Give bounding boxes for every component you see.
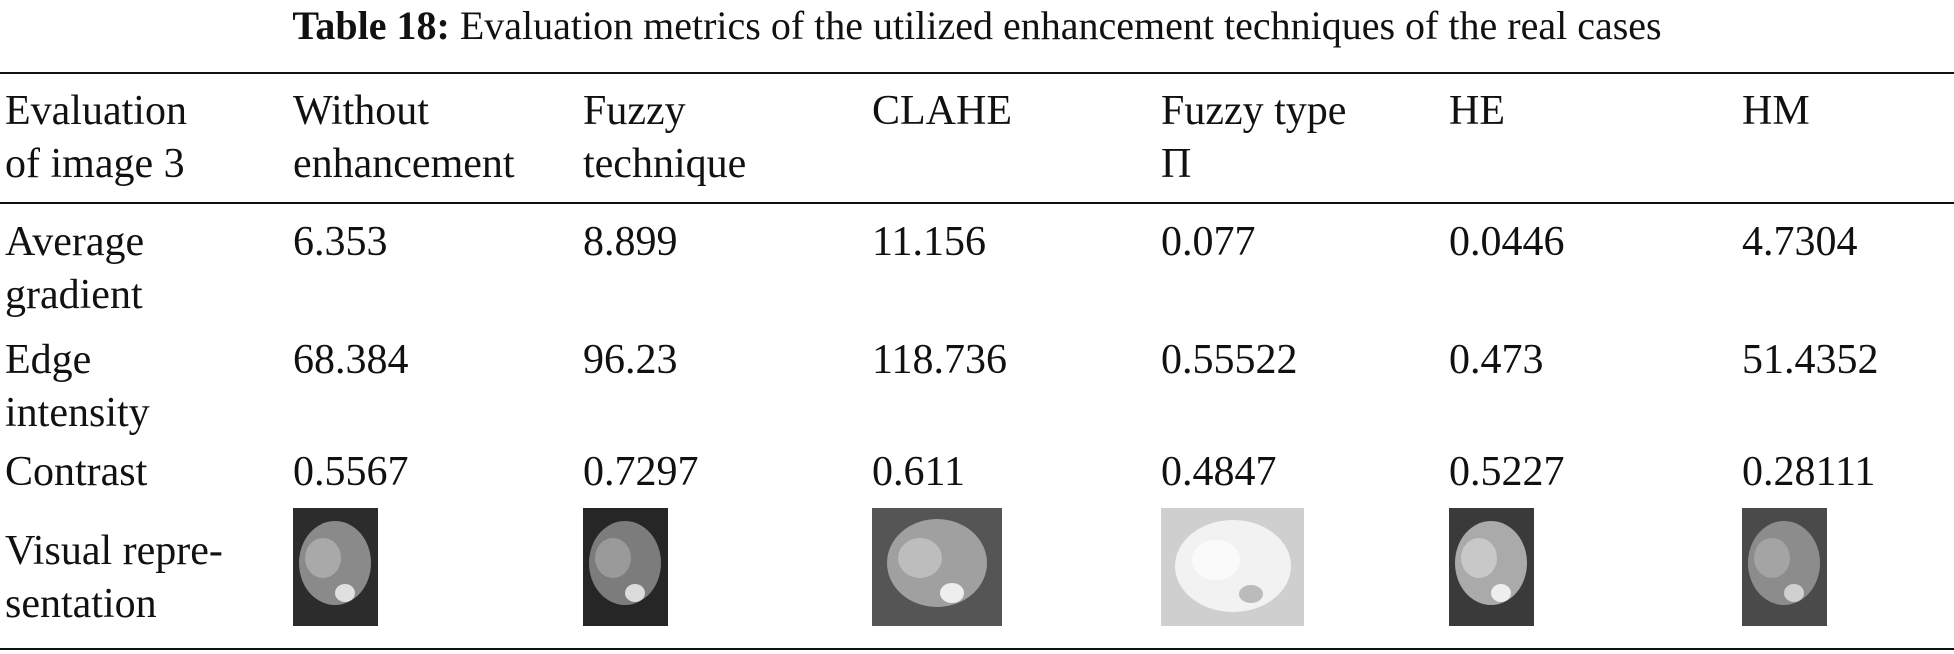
ct-image xyxy=(583,508,668,626)
ct-image xyxy=(293,508,378,626)
table-cell: 0.5227 xyxy=(1449,449,1565,495)
header-cell: Without enhancement xyxy=(293,88,515,187)
header-cell: HE xyxy=(1449,88,1505,134)
ct-image xyxy=(1449,508,1534,626)
table-cell: 0.0446 xyxy=(1449,219,1565,265)
table-cell: 51.4352 xyxy=(1742,337,1879,383)
row-label: Edge intensity xyxy=(5,337,150,436)
row-label: Visual repre- sentation xyxy=(5,528,223,627)
caption-text: Evaluation metrics of the utilized enhan… xyxy=(459,3,1662,48)
table-cell: 0.28111 xyxy=(1742,449,1876,495)
table-cell: 0.5567 xyxy=(293,449,409,495)
ct-image xyxy=(872,508,1002,626)
ct-image xyxy=(1161,508,1304,626)
header-cell: HM xyxy=(1742,88,1810,134)
top-rule xyxy=(0,72,1954,74)
header-cell: Fuzzy type Π xyxy=(1161,88,1347,187)
table-cell: 0.473 xyxy=(1449,337,1544,383)
table-cell: 8.899 xyxy=(583,219,678,265)
table-cell: 0.077 xyxy=(1161,219,1256,265)
table-cell: 0.611 xyxy=(872,449,965,495)
table-caption: Table 18: Evaluation metrics of the utili… xyxy=(0,2,1954,50)
header-cell: Fuzzy technique xyxy=(583,88,747,187)
table-cell: 68.384 xyxy=(293,337,409,383)
header-cell: Evaluation of image 3 xyxy=(5,88,187,187)
table-cell: 118.736 xyxy=(872,337,1007,383)
row-label: Contrast xyxy=(5,449,148,495)
table-cell: 0.7297 xyxy=(583,449,699,495)
bottom-rule xyxy=(0,648,1954,650)
ct-image xyxy=(1742,508,1827,626)
table-cell: 4.7304 xyxy=(1742,219,1858,265)
table-cell: 96.23 xyxy=(583,337,678,383)
caption-label: Table 18: xyxy=(292,3,450,48)
table-cell: 0.4847 xyxy=(1161,449,1277,495)
table-cell: 6.353 xyxy=(293,219,388,265)
table-cell: 11.156 xyxy=(872,219,986,265)
row-label: Average gradient xyxy=(5,219,145,318)
table-cell: 0.55522 xyxy=(1161,337,1298,383)
header-cell: CLAHE xyxy=(872,88,1012,134)
header-rule xyxy=(0,202,1954,204)
